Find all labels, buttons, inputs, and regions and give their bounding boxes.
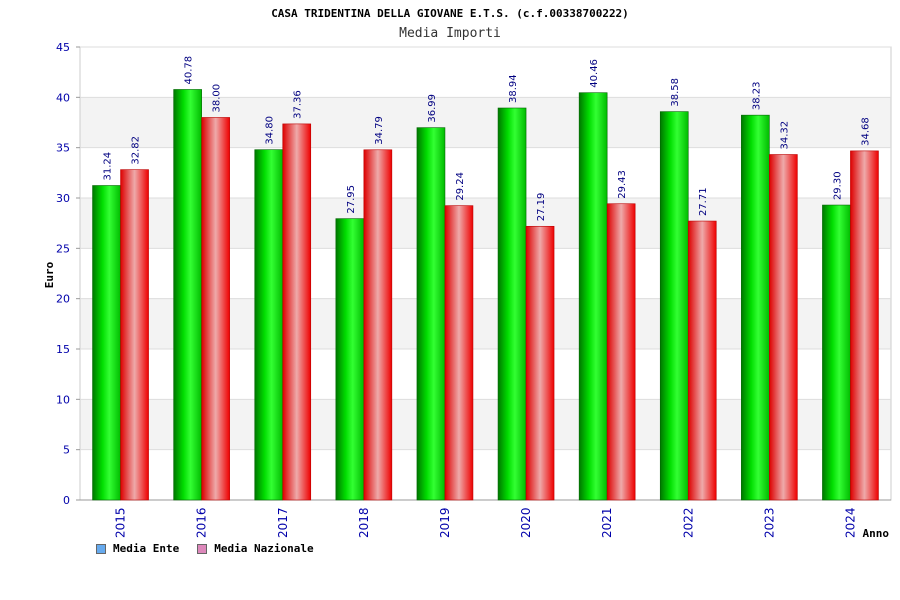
data-label: 32.82 [131, 136, 142, 165]
chart-subtitle: Media Importi [399, 26, 501, 41]
y-tick-label: 45 [56, 41, 70, 54]
x-tick-label: 2015 [114, 507, 128, 538]
bar-media-ente-2019 [416, 127, 446, 501]
x-tick-label: 2016 [195, 507, 209, 538]
data-label: 34.32 [779, 121, 790, 150]
bar-media-nazionale-2015 [120, 169, 149, 501]
data-label: 34.80 [265, 116, 276, 145]
x-tick-label: 2022 [681, 507, 695, 538]
data-label: 29.30 [832, 171, 843, 200]
bar-media-ente-2017 [254, 149, 284, 501]
bar-media-nazionale-2021 [606, 203, 636, 501]
x-tick-label: 2024 [843, 507, 857, 538]
bar-media-ente-2023 [741, 114, 770, 501]
y-tick-label: 30 [56, 192, 70, 205]
x-tick-label: 2020 [519, 507, 533, 538]
data-label: 36.99 [427, 94, 438, 123]
x-axis-ticks: 2015 2016 2017 2018 2019 2020 2021 2022 2023 2024 [114, 507, 858, 538]
data-label: 27.19 [536, 193, 547, 222]
data-label: 29.43 [617, 170, 628, 199]
legend: Media Ente Media Nazionale [96, 542, 314, 555]
bar-media-ente-2021 [578, 92, 608, 501]
bar-media-nazionale-2022 [687, 220, 717, 501]
bar-media-ente-2015 [92, 185, 121, 501]
data-label: 34.68 [860, 117, 871, 146]
bars [92, 89, 879, 501]
legend-swatch-media-ente [96, 543, 106, 554]
x-tick-label: 2018 [357, 507, 371, 538]
bar-media-nazionale-2024 [850, 150, 879, 501]
y-tick-label: 0 [63, 494, 70, 507]
y-tick-label: 10 [56, 393, 70, 406]
chart-title: CASA TRIDENTINA DELLA GIOVANE E.T.S. (c.… [271, 7, 629, 20]
legend-item-media-ente: Media Ente [96, 542, 179, 555]
x-tick-label: 2019 [438, 507, 452, 538]
data-label: 38.00 [212, 84, 223, 113]
x-tick-label: 2023 [762, 507, 776, 538]
y-axis-ticks: 0 5 10 15 20 25 30 35 40 45 [56, 41, 70, 507]
legend-swatch-media-nazionale [197, 543, 208, 554]
bar-media-nazionale-2016 [201, 117, 230, 501]
data-label: 40.78 [184, 56, 195, 85]
data-label: 38.94 [508, 74, 519, 103]
y-tick-label: 25 [56, 242, 70, 255]
data-label: 34.79 [374, 116, 385, 145]
bar-media-ente-2020 [497, 107, 527, 501]
legend-label-media-ente: Media Ente [113, 542, 180, 555]
data-label: 31.24 [103, 152, 114, 181]
bar-media-nazionale-2017 [282, 123, 312, 501]
bar-media-nazionale-2018 [363, 149, 393, 501]
data-labels: 31.24 32.82 40.78 38.00 34.80 37.36 27.95 34.79… [103, 56, 872, 221]
y-tick-label: 40 [56, 91, 70, 104]
bar-media-ente-2016 [173, 89, 202, 501]
data-label: 27.71 [698, 187, 709, 216]
x-tick-label: 2017 [276, 507, 290, 538]
bar-media-ente-2024 [822, 204, 851, 501]
y-axis-title: Euro [43, 261, 56, 288]
legend-label-media-nazionale: Media Nazionale [214, 542, 314, 555]
plot-band [80, 47, 891, 98]
data-label: 37.36 [293, 90, 304, 119]
bar-media-nazionale-2023 [769, 154, 798, 501]
data-label: 29.24 [455, 172, 466, 201]
x-tick-label: 2021 [600, 507, 614, 538]
y-tick-label: 5 [63, 444, 70, 457]
bar-media-nazionale-2019 [444, 205, 474, 501]
y-tick-label: 35 [56, 142, 70, 155]
x-axis-title: Anno [863, 527, 890, 540]
data-label: 38.23 [751, 82, 762, 111]
data-label: 27.95 [346, 185, 357, 214]
data-label: 40.46 [589, 59, 600, 88]
y-tick-label: 15 [56, 343, 70, 356]
y-tick-label: 20 [56, 293, 70, 306]
bar-media-ente-2022 [659, 111, 689, 501]
bar-media-ente-2018 [335, 218, 365, 501]
data-label: 38.58 [670, 78, 681, 107]
legend-item-media-nazionale: Media Nazionale [197, 542, 314, 555]
bar-media-nazionale-2020 [525, 225, 555, 501]
